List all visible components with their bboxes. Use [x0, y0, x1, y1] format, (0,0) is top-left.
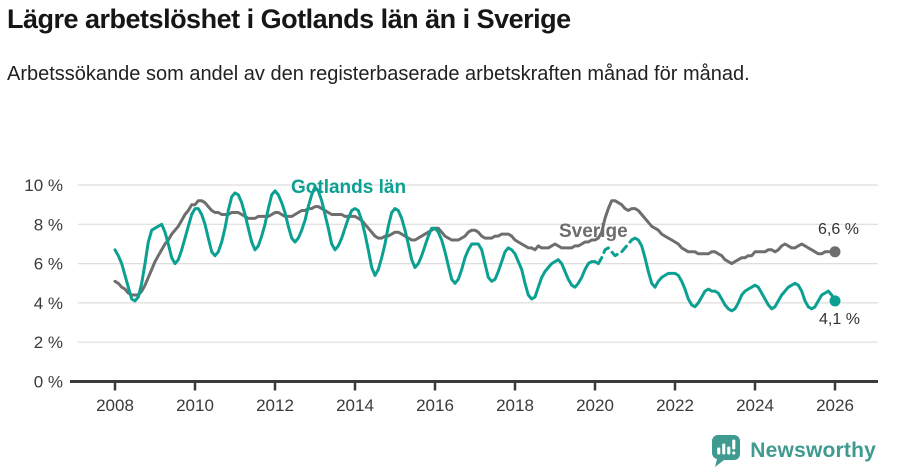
y-tick-label-4: 4 % — [34, 294, 63, 313]
x-tick-label-2018: 2018 — [496, 396, 534, 415]
newsworthy-chart-bubble-icon — [712, 435, 741, 467]
end-value-label-sverige: 6,6 % — [818, 221, 859, 238]
x-tick-label-2010: 2010 — [176, 396, 214, 415]
y-tick-label-8: 8 % — [34, 215, 63, 234]
x-tick-label-2008: 2008 — [96, 396, 134, 415]
end-dot-gotland — [829, 295, 841, 307]
x-tick-label-2014: 2014 — [336, 396, 374, 415]
y-tick-label-2: 2 % — [34, 333, 63, 352]
x-tick-label-2016: 2016 — [416, 396, 454, 415]
chart-subtitle: Arbetssökande som andel av den registerb… — [7, 63, 750, 85]
y-tick-label-0: 0 % — [34, 373, 63, 392]
x-tick-label-2026: 2026 — [816, 396, 854, 415]
series-line-gotland-end — [630, 236, 837, 313]
series-label-gotland: Gotlands län — [291, 177, 407, 198]
end-value-label-gotland: 4,1 % — [819, 311, 860, 328]
y-tick-label-10: 10 % — [24, 176, 63, 195]
series-line-gotland-dashed — [596, 238, 634, 266]
newsworthy-brand-text: Newsworthy — [750, 438, 876, 462]
series-label-sverige: Sverige — [559, 221, 628, 242]
series-line-sverige — [113, 199, 837, 297]
end-dot-sverige — [829, 246, 841, 258]
x-tick-label-2012: 2012 — [256, 396, 294, 415]
newsworthy-logo[interactable]: Newsworthy — [711, 434, 876, 467]
series-line-gotland — [113, 185, 600, 303]
y-tick-label-6: 6 % — [34, 255, 63, 274]
chart-title: Lägre arbetslöshet i Gotlands län än i S… — [7, 4, 571, 34]
x-tick-label-2022: 2022 — [656, 396, 694, 415]
x-tick-label-2020: 2020 — [576, 396, 614, 415]
x-tick-label-2024: 2024 — [736, 396, 774, 415]
